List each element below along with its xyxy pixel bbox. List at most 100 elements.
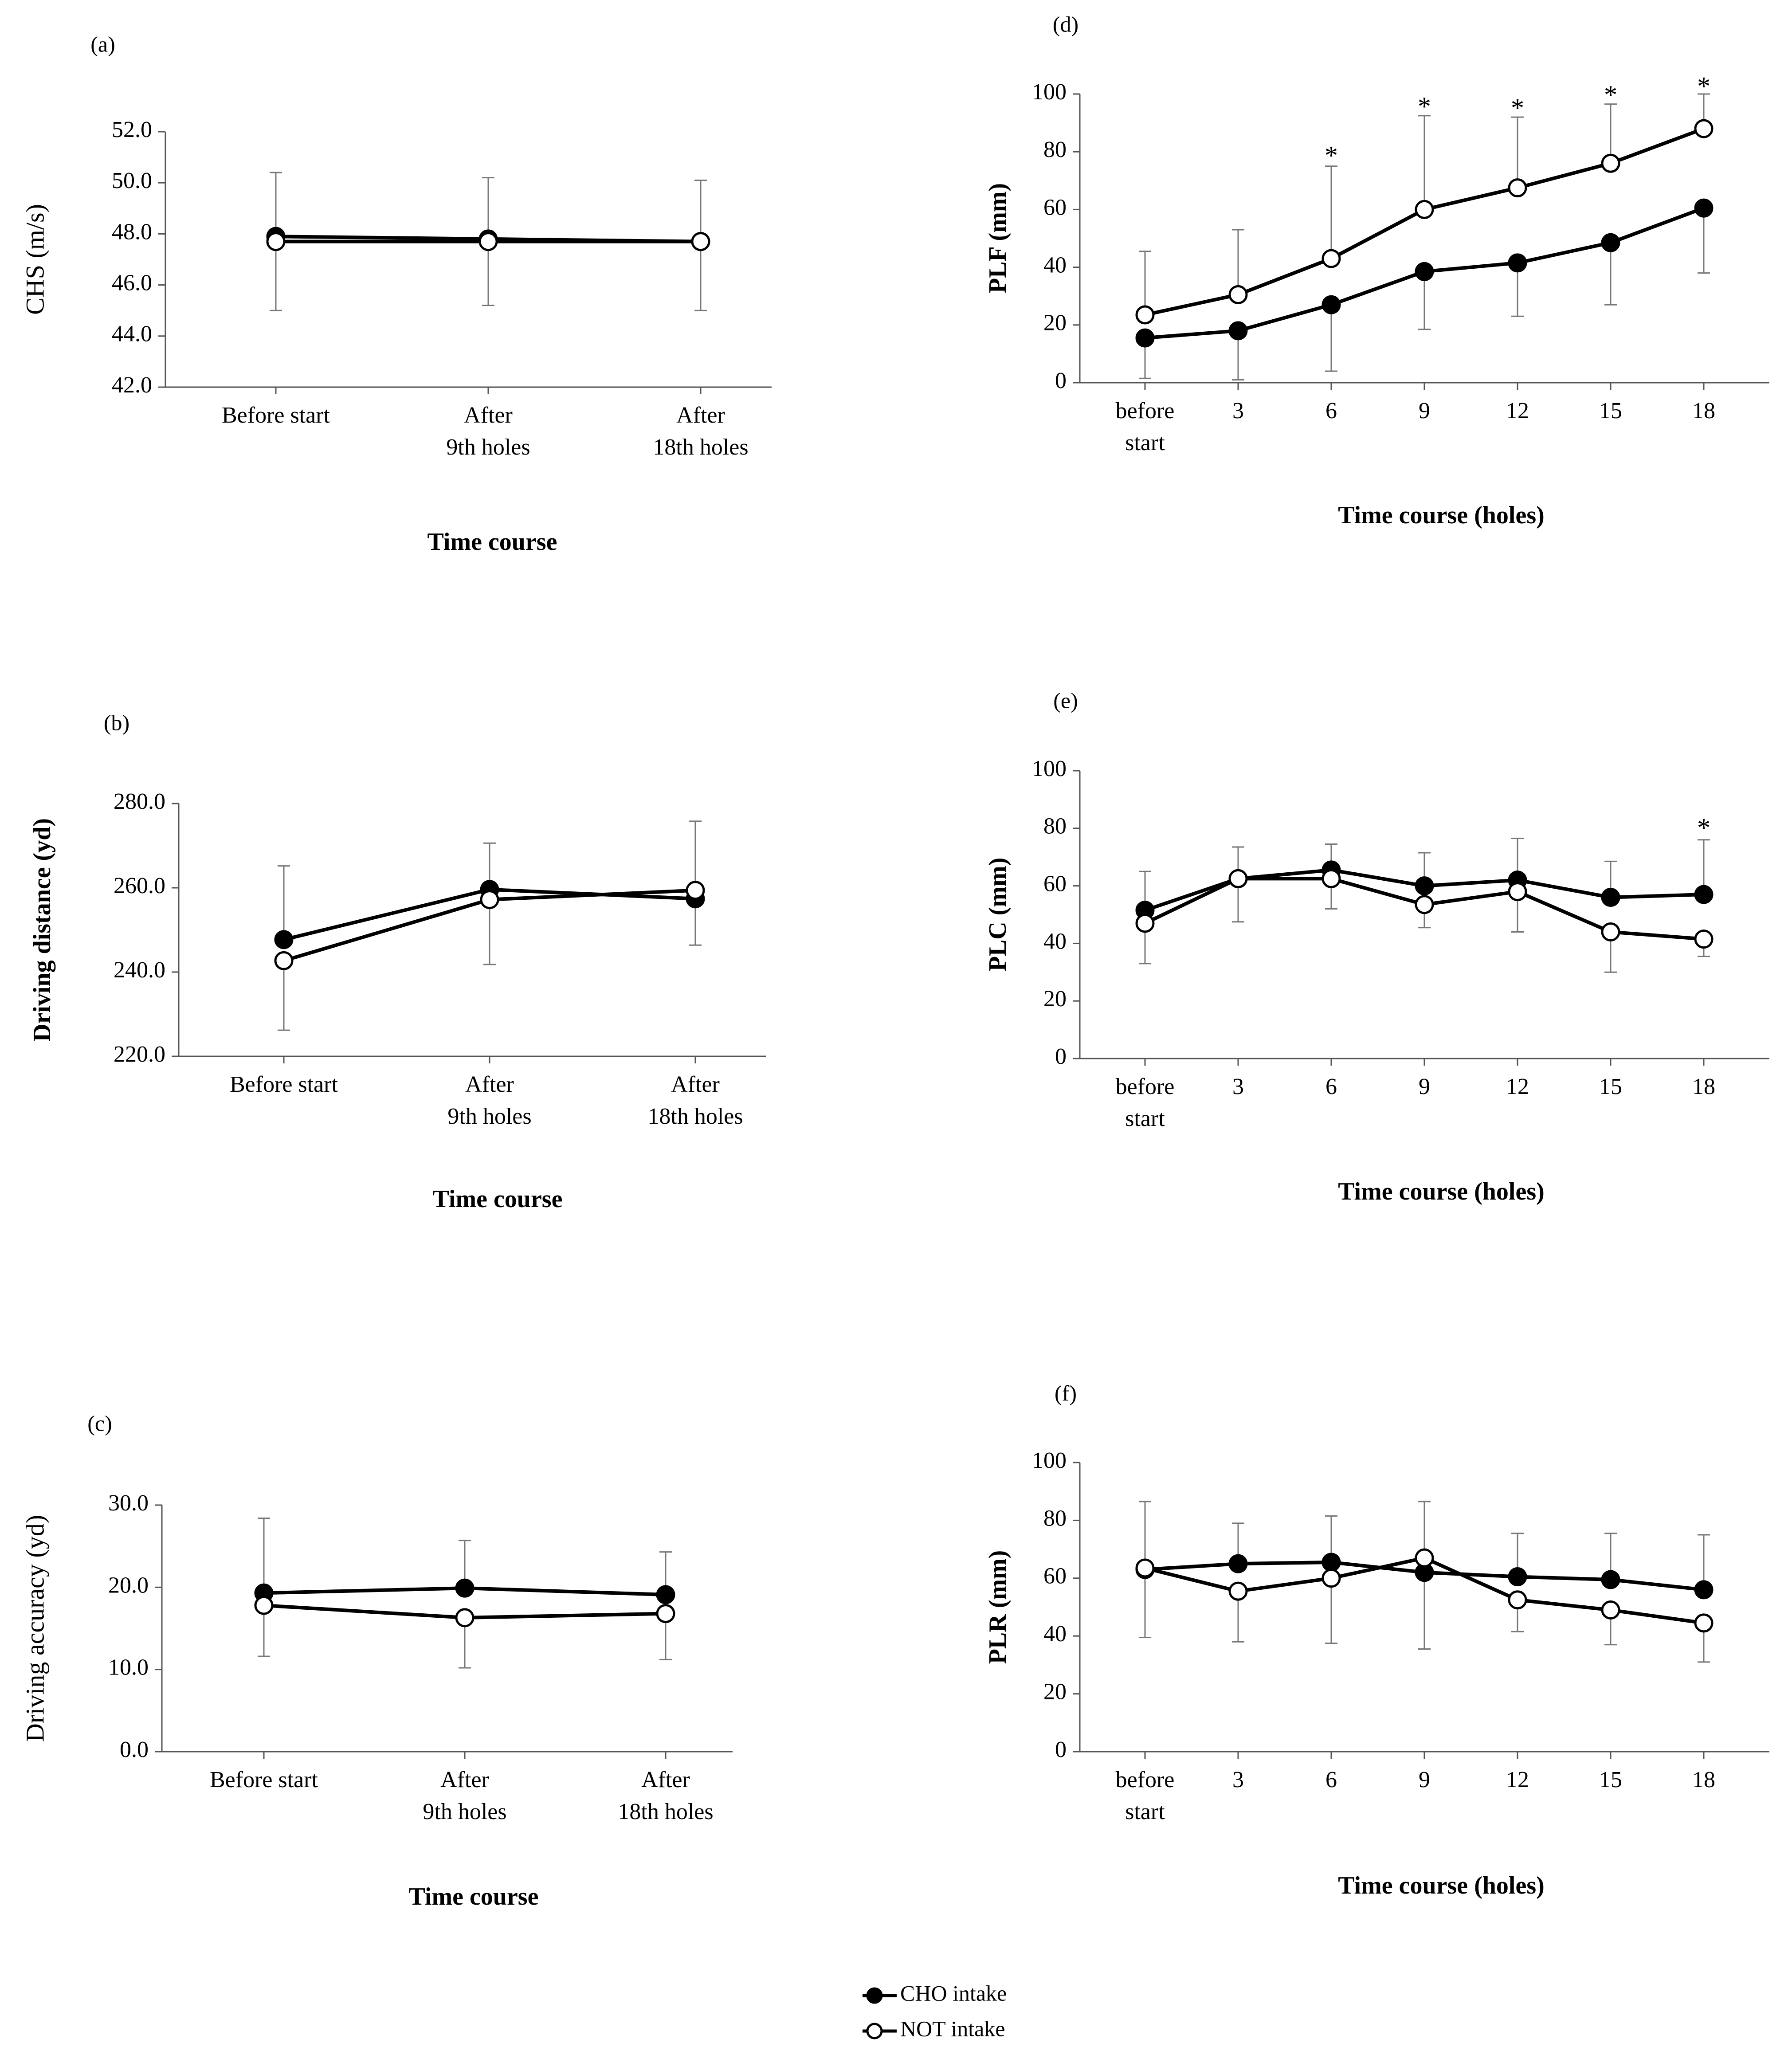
y-tick-label: 10.0: [108, 1655, 149, 1680]
y-tick-label: 42.0: [112, 373, 152, 398]
chart-d: (d) 0 20 40 60 80 100 before start 3 6 9 12 15 18 PLF (…: [984, 12, 1769, 529]
x-tick-label: 18: [1692, 1767, 1715, 1792]
panel-label: (f): [1055, 1380, 1077, 1405]
x-tick-label: 6: [1325, 1767, 1337, 1792]
y-axis-title: Driving accuracy (yd): [20, 1515, 49, 1742]
significance-star: *: [1325, 141, 1338, 170]
x-tick-label-line: After: [676, 403, 725, 428]
x-tick-label-line: 9th holes: [423, 1799, 506, 1824]
data-point-not: [1601, 922, 1620, 941]
panel-label: (a): [90, 31, 115, 56]
legend: CHO intake NOT intake: [863, 1980, 1007, 2041]
data-point-cho: [274, 930, 294, 949]
x-tick-label-line: 18th holes: [653, 435, 748, 460]
data-point-not: [254, 1596, 274, 1615]
x-tick-label: 15: [1599, 1074, 1622, 1099]
y-tick-label: 30.0: [108, 1490, 149, 1516]
panel-label: (b): [104, 710, 129, 735]
x-tick-label: 12: [1506, 1074, 1529, 1099]
y-tick-label: 52.0: [112, 117, 152, 142]
x-tick-label: After 18th holes: [647, 1072, 743, 1129]
y-tick-label: 60: [1043, 195, 1067, 220]
x-tick-label-line: After: [641, 1767, 690, 1792]
data-point-not: [274, 951, 294, 970]
x-tick-label: Before start: [222, 403, 330, 428]
data-point-not: [1601, 153, 1620, 173]
x-tick-label-line: After: [465, 1072, 514, 1097]
y-tick-label: 20: [1043, 1679, 1067, 1705]
y-tick-label: 40: [1043, 929, 1067, 954]
data-point-cho: [1694, 1580, 1714, 1600]
x-tick-label-line: 9th holes: [446, 435, 530, 460]
x-tick-label: 18: [1692, 1074, 1715, 1099]
data-point-cho: [1321, 295, 1341, 314]
data-point-not: [1694, 119, 1714, 138]
x-tick-label: 12: [1506, 1767, 1529, 1792]
data-point-not: [1415, 1548, 1434, 1568]
x-tick-label: before start: [1116, 1767, 1175, 1824]
data-point-not: [1228, 285, 1248, 304]
x-tick-label: 6: [1325, 1074, 1337, 1099]
x-tick-label: before start: [1116, 1074, 1175, 1131]
x-tick-label: 12: [1506, 398, 1529, 424]
legend-label: CHO intake: [900, 1980, 1007, 2005]
data-point-cho: [656, 1585, 675, 1604]
x-tick-label-line: After: [440, 1767, 489, 1792]
data-point-not: [1321, 249, 1341, 268]
x-tick-label-line: 6: [1325, 1767, 1337, 1792]
x-tick-label: 15: [1599, 1767, 1622, 1792]
x-tick-label-line: 18th holes: [618, 1799, 713, 1824]
y-tick-label: 0: [1055, 1737, 1067, 1762]
data-point-not: [266, 232, 286, 251]
data-point-cho: [1508, 253, 1527, 273]
y-tick-label: 100: [1032, 79, 1067, 105]
x-axis-title: Time course (holes): [1338, 1178, 1545, 1205]
data-point-cho: [1415, 876, 1434, 896]
data-point-not: [480, 890, 499, 910]
x-tick-label-line: start: [1125, 1799, 1165, 1824]
x-tick-label-line: 6: [1325, 1074, 1337, 1099]
legend-marker: [866, 1987, 883, 2004]
x-tick-label: 9: [1419, 398, 1430, 424]
x-tick-label-line: start: [1125, 1106, 1165, 1131]
y-tick-label: 240.0: [114, 957, 165, 983]
x-tick-label: before start: [1116, 398, 1175, 455]
data-point-not: [686, 881, 705, 900]
data-point-cho: [1694, 198, 1714, 218]
y-tick-label: 20: [1043, 986, 1067, 1012]
y-tick-label: 60: [1043, 1564, 1067, 1589]
data-point-cho: [1601, 233, 1620, 252]
data-point-cho: [1415, 262, 1434, 281]
data-point-not: [1694, 1613, 1714, 1633]
data-point-cho: [1601, 1570, 1620, 1589]
x-tick-label-line: Before start: [222, 403, 330, 428]
panel-label: (e): [1053, 688, 1078, 713]
data-point-cho: [455, 1578, 474, 1598]
x-axis-title: Time course (holes): [1338, 1872, 1545, 1899]
x-tick-label: Before start: [210, 1767, 318, 1792]
x-tick-label-line: 15: [1599, 1074, 1622, 1099]
x-tick-label-line: Before start: [230, 1072, 338, 1097]
data-point-not: [1694, 929, 1714, 949]
x-axis-title: Time course: [427, 528, 557, 556]
data-point-cho: [1228, 1554, 1248, 1573]
y-tick-label: 20: [1043, 310, 1067, 336]
y-tick-label: 80: [1043, 814, 1067, 839]
panel-label: (c): [87, 1411, 112, 1435]
y-tick-label: 0.0: [120, 1737, 149, 1762]
data-point-cho: [1508, 1567, 1527, 1587]
x-tick-label-line: Before start: [210, 1767, 318, 1792]
y-tick-label: 100: [1032, 756, 1067, 781]
significance-star: *: [1697, 71, 1710, 101]
data-point-not: [455, 1608, 474, 1627]
data-point-not: [1601, 1600, 1620, 1620]
x-tick-label: After 9th holes: [447, 1072, 531, 1129]
chart-b: (b) 220.0 240.0 260.0 280.0 Before start After…: [28, 710, 766, 1213]
y-tick-label: 100: [1032, 1448, 1067, 1473]
data-point-not: [691, 232, 710, 251]
y-tick-label: 40: [1043, 253, 1067, 278]
data-point-cho: [1321, 1553, 1341, 1572]
y-tick-label: 50.0: [112, 168, 152, 193]
x-tick-label-line: 18: [1692, 1074, 1715, 1099]
